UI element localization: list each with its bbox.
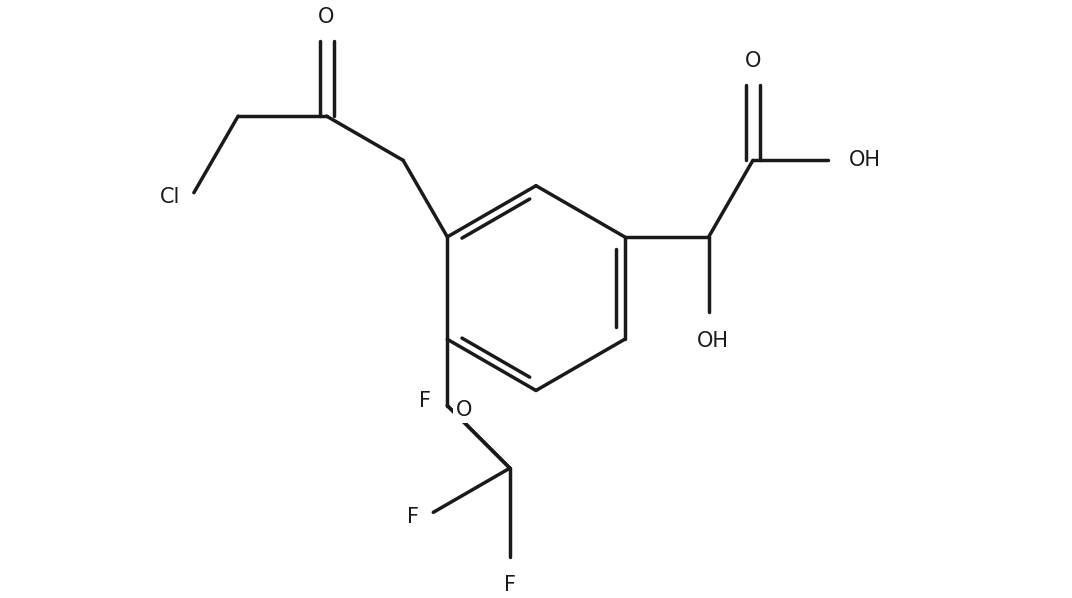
- Text: O: O: [456, 400, 473, 420]
- Text: F: F: [504, 575, 516, 595]
- Text: F: F: [418, 391, 431, 411]
- Text: OH: OH: [697, 331, 729, 350]
- Text: O: O: [745, 51, 761, 71]
- Text: OH: OH: [849, 150, 880, 170]
- Text: Cl: Cl: [160, 187, 180, 208]
- Text: F: F: [407, 507, 419, 527]
- Text: O: O: [318, 7, 334, 27]
